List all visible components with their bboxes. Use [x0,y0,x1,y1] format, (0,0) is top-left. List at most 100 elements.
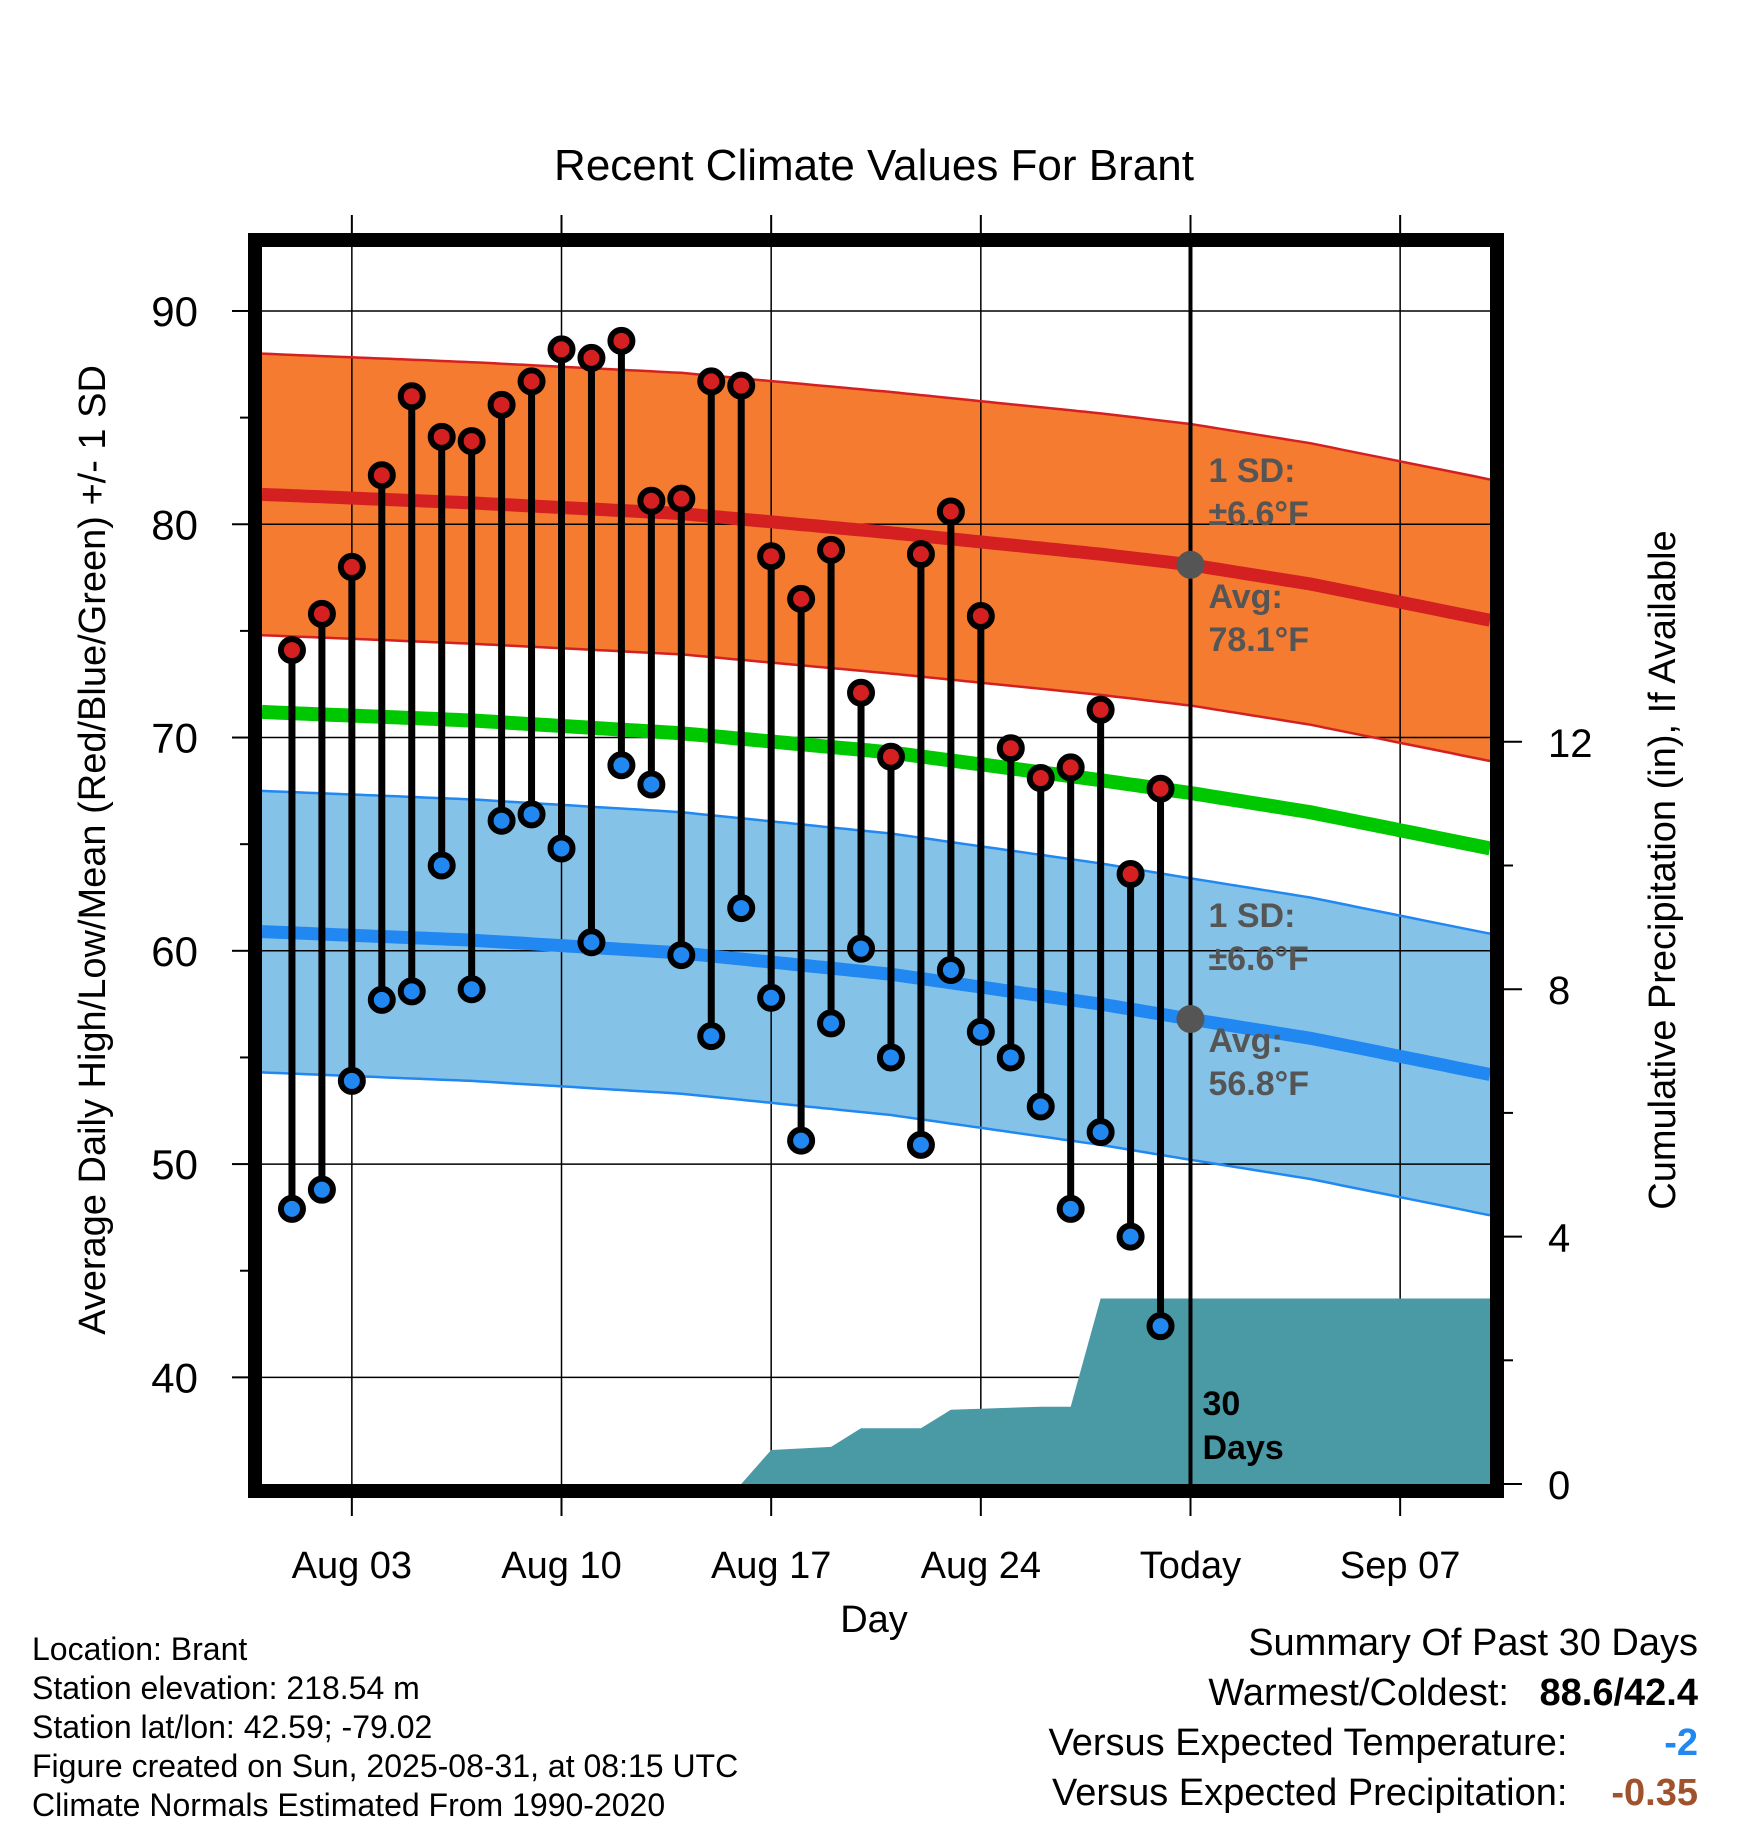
days-count: 30 [1202,1385,1240,1423]
high-temp-point [697,367,726,396]
high-temp-point [1116,860,1145,889]
low-temp-point [1056,1194,1085,1223]
high-temp-point [367,461,396,490]
high-temp-point [337,552,366,581]
chart-title: Recent Climate Values For Brant [554,141,1194,190]
plot-frame [248,233,1504,1498]
low-temp-point [427,851,456,880]
low-temp-point [1026,1092,1055,1121]
low-temp-point [457,975,486,1004]
low-avg-label: Avg: [1208,1022,1282,1060]
low-temp-point [577,928,606,957]
elevation-text: Station elevation: 218.54 m [32,1670,420,1706]
x-tick-label: Aug 17 [711,1545,831,1587]
avg-high-line [262,487,1490,627]
high-temp-point [667,484,696,513]
temp-value: -2 [1664,1722,1698,1764]
high-temp-point [996,734,1025,763]
y2-axis-label: Cumulative Precipitation (in), If Availa… [1642,530,1684,1209]
high-temp-point [607,326,636,355]
x-tick-label: Aug 03 [292,1545,412,1587]
high-temp-point [637,486,666,515]
normals-text: Climate Normals Estimated From 1990-2020 [32,1787,666,1823]
low-temp-point [906,1130,935,1159]
high-temp-point [487,390,516,419]
high-temp-point [427,422,456,451]
precip-value: -0.35 [1611,1772,1698,1814]
location-text: Location: Brant [32,1631,248,1667]
high-temp-point [906,540,935,569]
high-sd-band [262,353,1490,761]
y-tick-label: 90 [151,288,198,335]
summary-warm-cold: Warmest/Coldest: 88.6/42.4 [1208,1672,1698,1715]
low-temp-point [1086,1118,1115,1147]
high-temp-point [277,636,306,665]
high-temp-point [817,535,846,564]
avg-mean-line [262,704,1490,856]
low-sd-value: ±6.6°F [1208,940,1308,978]
high-temp-point [1026,764,1055,793]
low-temp-point [847,934,876,963]
low-band-upper-edge [262,789,1490,935]
y-tick-label: 80 [151,501,198,548]
summary-temp: Versus Expected Temperature: -2 [1049,1722,1698,1765]
high-temp-point [457,427,486,456]
low-temp-point [787,1126,816,1155]
avg-low-today-marker [1176,1005,1205,1034]
low-temp-point [667,941,696,970]
high-temp-point [847,678,876,707]
low-temp-point [1116,1222,1145,1251]
high-temp-point [307,599,336,628]
low-temp-point [487,806,516,835]
low-temp-point [367,985,396,1014]
y2-tick-label: 4 [1548,1217,1570,1261]
high-band-upper-edge [262,352,1490,481]
latlon-text: Station lat/lon: 42.59; -79.02 [32,1709,433,1745]
low-temp-point [876,1043,905,1072]
high-temp-point [397,382,426,411]
low-temp-point [817,1009,846,1038]
low-sd-label: 1 SD: [1208,897,1295,935]
y-tick-label: 50 [151,1141,198,1188]
warm-cold-label: Warmest/Coldest: [1208,1672,1509,1714]
high-temp-point [876,742,905,771]
temp-label: Versus Expected Temperature: [1048,1722,1568,1764]
high-avg-value: 78.1°F [1208,621,1309,659]
station-info: Location: Brant Station elevation: 218.5… [32,1630,738,1825]
low-temp-point [996,1043,1025,1072]
y-tick-label: 60 [151,928,198,975]
y-tick-label: 70 [151,715,198,762]
avg-high-today-marker [1176,550,1205,579]
y2-tick-label: 0 [1548,1464,1570,1508]
low-temp-point [307,1175,336,1204]
low-temp-point [397,977,426,1006]
precip-label: Versus Expected Precipitation: [1052,1772,1568,1814]
low-temp-point [517,800,546,829]
precipitation-area [741,1298,1490,1484]
warm-cold-value: 88.6/42.4 [1539,1672,1698,1714]
high-temp-point [1146,774,1175,803]
low-sd-band [262,790,1490,1216]
high-avg-label: Avg: [1208,578,1282,616]
low-band-lower-edge [262,1071,1490,1217]
high-temp-point [577,343,606,372]
low-temp-point [936,956,965,985]
summary-precip: Versus Expected Precipitation: -0.35 [1052,1772,1698,1815]
x-axis-label: Day [840,1599,908,1641]
low-temp-point [337,1066,366,1095]
plot-area: 1 SD: ±6.6°F Avg: 78.1°F 1 SD: ±6.6°F Avg: 56.8… [151,215,1593,1587]
high-temp-point [517,367,546,396]
low-temp-point [727,894,756,923]
high-temp-point [966,601,995,630]
days-label: Days [1202,1429,1283,1467]
low-temp-point [547,834,576,863]
y-axis-label: Average Daily High/Low/Mean (Red/Blue/Gr… [72,365,114,1335]
low-temp-point [966,1017,995,1046]
x-tick-label: Today [1140,1545,1241,1587]
low-temp-point [637,770,666,799]
high-band-lower-edge [262,633,1490,763]
y2-tick-label: 8 [1548,969,1570,1013]
y-tick-label: 40 [151,1354,198,1401]
high-temp-point [936,497,965,526]
